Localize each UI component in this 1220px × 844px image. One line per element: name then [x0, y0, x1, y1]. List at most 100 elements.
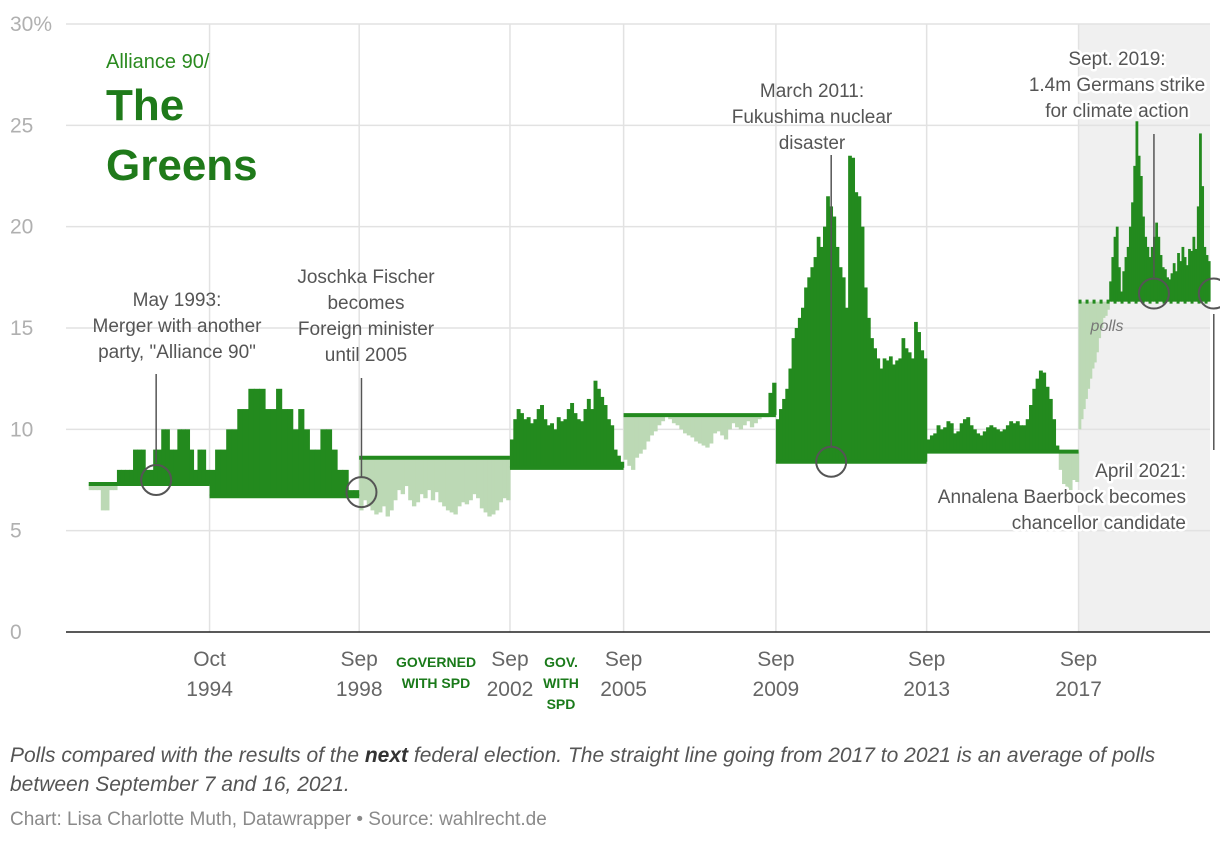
poll-bar: [1133, 165, 1137, 302]
poll-bar: [779, 409, 783, 462]
poll-bar: [727, 415, 732, 430]
poll-bar: [813, 257, 818, 462]
poll-bar: [642, 415, 647, 450]
y-tick-label: 15: [10, 317, 33, 340]
poll-bar: [331, 449, 338, 497]
poll-bar: [949, 423, 954, 452]
poll-bar: [1122, 271, 1126, 302]
poll-bar: [468, 457, 473, 501]
poll-bar: [838, 267, 843, 462]
poll-bar: [100, 484, 106, 511]
poll-bar: [220, 449, 227, 497]
poll-bar: [205, 469, 211, 485]
poll-bar: [709, 415, 714, 444]
poll-bar: [157, 449, 162, 485]
poll-bar: [411, 457, 417, 507]
chart-credit: Chart: Lisa Charlotte Muth, Datawrapper …: [10, 809, 547, 830]
poll-bar: [201, 449, 207, 485]
poll-bar: [810, 267, 815, 462]
x-tick-label: 2009: [753, 678, 800, 701]
poll-bar: [124, 469, 130, 485]
poll-bar: [502, 457, 507, 499]
polls-region-label: polls: [1090, 318, 1124, 335]
poll-bar: [1075, 451, 1080, 483]
poll-bar: [1137, 155, 1141, 302]
poll-bar: [1168, 279, 1172, 302]
poll-bar: [738, 415, 744, 430]
y-tick-label: 30%: [10, 13, 52, 36]
poll-bar: [145, 469, 150, 485]
poll-bar: [404, 457, 409, 487]
election-result-lines: [88, 299, 1210, 499]
poll-bar: [270, 409, 277, 497]
chart-notes: Polls compared with the results of the n…: [10, 741, 1190, 799]
poll-bar: [276, 388, 283, 497]
poll-bar: [898, 358, 903, 462]
poll-bar: [876, 358, 881, 462]
poll-bar: [1155, 222, 1159, 302]
poll-bar: [791, 338, 796, 462]
poll-bar: [1199, 133, 1202, 302]
poll-bar: [189, 449, 195, 485]
poll-bar: [560, 421, 565, 468]
poll-bar: [576, 419, 581, 468]
poll-bar: [929, 435, 934, 452]
poll-bar: [570, 402, 575, 468]
poll-bar: [953, 433, 957, 452]
poll-bar: [509, 439, 514, 468]
annotation-text: March 2011:: [760, 81, 864, 102]
poll-bar: [851, 157, 856, 462]
poll-bar: [657, 415, 662, 426]
annotation-text: Annalena Baerbock becomes: [938, 487, 1186, 508]
poll-bar: [917, 332, 921, 462]
poll-bar: [264, 409, 272, 497]
poll-bar: [120, 469, 126, 485]
poll-bar: [675, 415, 680, 426]
poll-bar: [966, 417, 971, 452]
poll-bar: [1117, 267, 1121, 302]
poll-bar: [287, 409, 294, 497]
y-tick-label: 0: [10, 621, 22, 644]
poll-bar: [1098, 301, 1102, 339]
poll-bar: [185, 429, 191, 485]
poll-bar: [96, 484, 102, 491]
poll-bar: [835, 246, 840, 462]
poll-bar: [1045, 386, 1050, 452]
annotation-text: 1.4m Germans strike: [1029, 75, 1205, 96]
poll-bar: [1089, 301, 1093, 379]
poll-bar: [173, 449, 178, 485]
poll-bar: [1065, 451, 1070, 489]
poll-bar: [995, 429, 1000, 452]
poll-bar: [943, 427, 948, 452]
poll-bar: [694, 415, 699, 442]
poll-bar: [923, 358, 928, 462]
annotation-circle: [140, 464, 173, 496]
y-tick-label: 5: [10, 520, 22, 543]
poll-bar: [596, 388, 601, 468]
poll-bar: [1078, 301, 1082, 430]
poll-bar: [623, 415, 628, 460]
chart-title-line2: Greens: [106, 141, 258, 190]
poll-bar: [259, 388, 266, 497]
poll-bar: [483, 457, 488, 513]
poll-bar: [939, 429, 944, 452]
poll-bar: [149, 469, 154, 485]
poll-bar: [314, 449, 322, 497]
poll-bar: [1142, 216, 1145, 302]
y-tick-label: 25: [10, 114, 33, 137]
annotation-circle: [1197, 277, 1220, 310]
poll-bar: [804, 287, 808, 462]
annotation-circle: [345, 476, 378, 509]
poll-bar: [782, 398, 786, 462]
poll-bar: [1113, 236, 1117, 302]
poll-bar: [1183, 257, 1187, 302]
poll-bar: [848, 155, 852, 462]
poll-bar: [882, 358, 887, 462]
poll-bar: [1071, 451, 1076, 480]
poll-bar: [690, 415, 695, 438]
poll-bar: [325, 429, 333, 497]
poll-bar: [419, 457, 424, 495]
poll-bar: [1185, 265, 1189, 302]
poll-bar: [1201, 186, 1205, 302]
poll-bar: [1085, 301, 1088, 399]
